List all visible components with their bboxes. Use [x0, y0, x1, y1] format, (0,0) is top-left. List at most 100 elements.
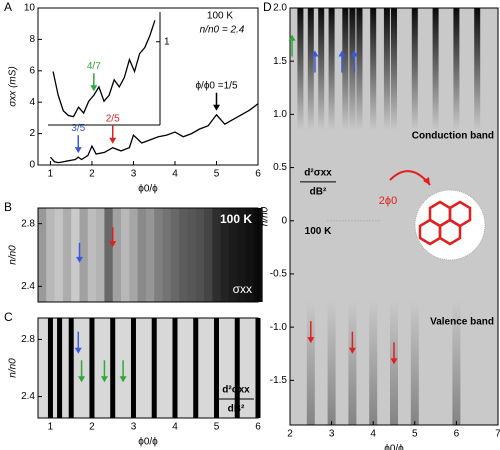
fraction-denominator: dB²: [228, 404, 245, 415]
heat-column: [38, 208, 47, 302]
heat-column: [179, 208, 188, 302]
arrow-head: [311, 50, 319, 57]
heat-column: [46, 208, 56, 302]
y-axis-label: n/n0: [8, 245, 19, 265]
flux-label: 2ϕ0: [379, 195, 397, 207]
stripe: [327, 300, 336, 425]
arrow-head: [350, 50, 358, 57]
plot-bg: [38, 318, 258, 418]
arrow-head: [212, 104, 220, 111]
x-tick-label: 6: [255, 169, 261, 180]
panel-label: B: [4, 200, 12, 214]
arrow: [74, 331, 82, 354]
lattice-icon: [389, 170, 486, 261]
heat-column: [112, 208, 122, 302]
stripe: [328, 8, 335, 131]
stripe: [391, 8, 397, 131]
panel-title: 100 K: [220, 212, 252, 226]
y-axis-label: σxx (mS): [8, 66, 19, 106]
y-axis-label: n/n0: [8, 358, 19, 378]
heat-column: [121, 208, 130, 302]
arrow-head: [348, 347, 356, 354]
panel-label: A: [4, 0, 12, 14]
y-tick-label: 1.0: [273, 109, 287, 120]
heat-column: [62, 208, 72, 302]
arrow-head: [109, 241, 117, 248]
y-tick-label: 2.4: [21, 391, 35, 402]
stripe: [474, 8, 481, 131]
y-tick-label: 2.8: [21, 218, 35, 229]
stripe: [297, 8, 304, 131]
arrow-head: [119, 376, 127, 383]
arrow-label: 4/7: [87, 61, 101, 72]
stripe: [453, 8, 460, 131]
stripe: [307, 8, 314, 131]
x-tick-label: 6: [255, 422, 261, 433]
heat-column: [96, 208, 105, 302]
stripe: [151, 318, 157, 418]
stripe: [234, 318, 240, 418]
stripe: [369, 300, 378, 425]
conduction-label: Conduction band: [412, 130, 494, 141]
arrow: [311, 50, 319, 73]
plot-frame: [37, 207, 259, 303]
stripe: [349, 8, 356, 131]
fraction-denominator: dB²: [310, 187, 327, 198]
y-tick-label: -0.5: [270, 269, 288, 280]
arrow: [100, 360, 108, 383]
y-tick-label: 10: [24, 3, 36, 14]
inset-tick-label: 1: [164, 36, 170, 47]
arrow: [74, 135, 82, 154]
heat-column: [170, 208, 180, 302]
heat-column: [79, 208, 89, 302]
x-tick-label: 3: [131, 422, 137, 433]
stripe: [342, 8, 349, 131]
stripe: [68, 318, 74, 418]
arrow-head: [307, 337, 315, 344]
y-tick-label: 0.5: [273, 162, 287, 173]
y-tick-label: -1.5: [270, 375, 288, 386]
heat-column: [154, 208, 164, 302]
panel-label: C: [4, 310, 13, 324]
stripe: [370, 8, 377, 131]
stripe: [130, 318, 136, 418]
valence-label: Valence band: [430, 316, 494, 327]
heat-column: [237, 208, 247, 302]
y-axis-label: n/n0: [260, 206, 271, 226]
plot-frame: [37, 7, 259, 166]
arrow-head: [109, 137, 117, 144]
x-tick-label: 4: [370, 429, 376, 440]
arrow-label: 2/5: [106, 113, 120, 124]
y-tick-label: -1.0: [270, 322, 288, 333]
arrow-label: ϕ/ϕ0 =1/5: [195, 80, 237, 91]
arrow-head: [78, 376, 86, 383]
x-tick-label: 3: [329, 429, 335, 440]
x-tick-label: 4: [172, 169, 178, 180]
heat-column: [187, 208, 197, 302]
stripe: [213, 318, 219, 418]
inset-line: [52, 20, 156, 118]
arrow: [90, 73, 98, 92]
arrow: [288, 34, 296, 57]
y-tick-label: 2.8: [21, 334, 35, 345]
arrow: [109, 125, 117, 144]
arrow: [212, 92, 220, 111]
y-tick-label: 1.5: [273, 56, 287, 67]
heat-column: [162, 208, 172, 302]
stripe: [193, 318, 199, 418]
y-tick-label: 2.4: [21, 281, 35, 292]
x-tick-label: 2: [287, 429, 293, 440]
arrow-head: [90, 85, 98, 92]
stripe: [356, 8, 363, 131]
arrow: [348, 331, 356, 354]
arrow: [78, 360, 86, 383]
x-tick-label: 3: [131, 169, 137, 180]
stripe: [306, 300, 315, 425]
x-tick-label: 2: [89, 169, 95, 180]
plot-bg: [38, 8, 258, 165]
panel-label: D: [263, 0, 272, 14]
temperature: 100 K: [305, 226, 332, 237]
x-tick-label: 6: [454, 429, 460, 440]
arrow-label: 3/5: [71, 123, 85, 134]
